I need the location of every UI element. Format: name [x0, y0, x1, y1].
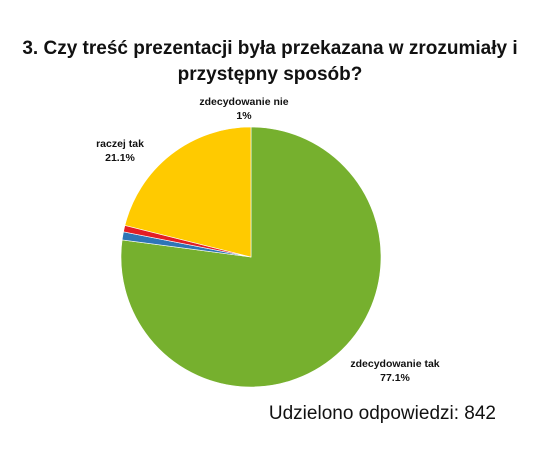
slice-label-raczej-tak: raczej tak 21.1% [90, 137, 150, 165]
pie-slice-zdecydowanie-tak-0 [120, 126, 382, 388]
slice-label-raczej-tak-name: raczej tak [96, 138, 144, 150]
slice-label-zdecydowanie-nie-name: zdecydowanie nie [199, 96, 289, 108]
responses-count: Udzielono odpowiedzi: 842 [268, 403, 496, 424]
chart-title: 3. Czy treść prezentacji była przekazana… [22, 38, 518, 85]
slice-label-zdecydowanie-nie-percent: 1% [236, 110, 252, 122]
slice-label-zdecydowanie-tak: zdecydowanie tak 77.1% [340, 357, 450, 385]
pie-slice-raczej-tak-3 [124, 126, 252, 258]
slice-label-raczej-tak-percent: 21.1% [105, 152, 135, 164]
slice-label-zdecydowanie-nie: zdecydowanie nie 1% [190, 95, 298, 123]
slice-label-zdecydowanie-tak-percent: 77.1% [380, 372, 410, 384]
slice-label-zdecydowanie-tak-name: zdecydowanie tak [350, 358, 440, 370]
